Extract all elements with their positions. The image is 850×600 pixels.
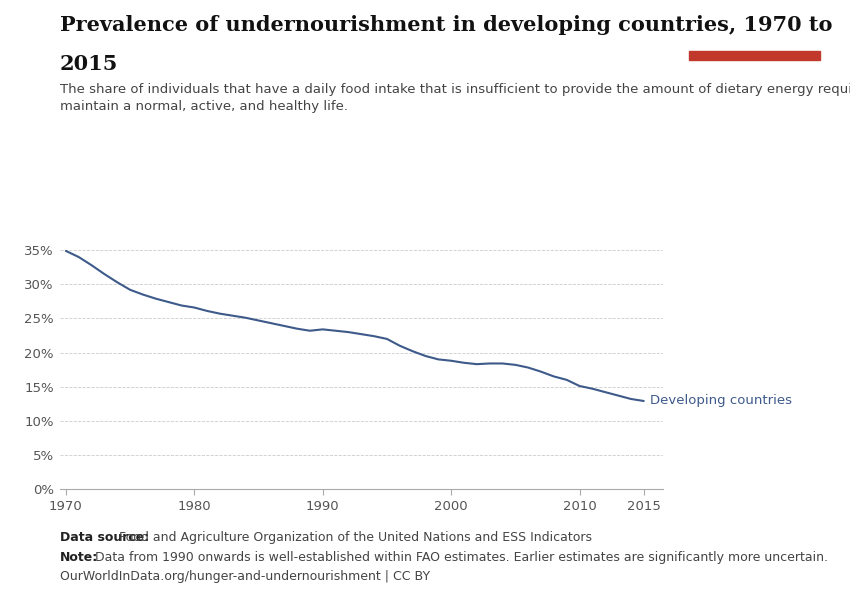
Text: Food and Agriculture Organization of the United Nations and ESS Indicators: Food and Agriculture Organization of the…	[115, 531, 592, 544]
Text: Developing countries: Developing countries	[650, 394, 792, 407]
Text: OurWorldInData.org/hunger-and-undernourishment | CC BY: OurWorldInData.org/hunger-and-undernouri…	[60, 570, 429, 583]
Text: 2015: 2015	[60, 54, 118, 74]
Bar	[688, 51, 820, 60]
Text: The share of individuals that have a daily food intake that is insufficient to p: The share of individuals that have a dai…	[60, 83, 850, 113]
Text: Prevalence of undernourishment in developing countries, 1970 to: Prevalence of undernourishment in develo…	[60, 15, 832, 35]
Text: Our World: Our World	[724, 17, 784, 27]
Text: Note:: Note:	[60, 551, 98, 564]
Text: Data from 1990 onwards is well-established within FAO estimates. Earlier estimat: Data from 1990 onwards is well-establish…	[91, 551, 828, 564]
Text: Data source:: Data source:	[60, 531, 149, 544]
Text: in Data: in Data	[733, 34, 775, 44]
